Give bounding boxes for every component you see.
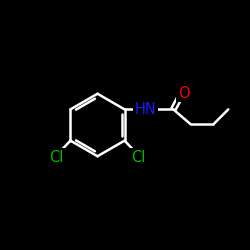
Text: HN: HN [135,102,157,117]
Text: O: O [178,86,190,100]
Text: Cl: Cl [50,150,64,165]
Text: Cl: Cl [131,150,146,165]
